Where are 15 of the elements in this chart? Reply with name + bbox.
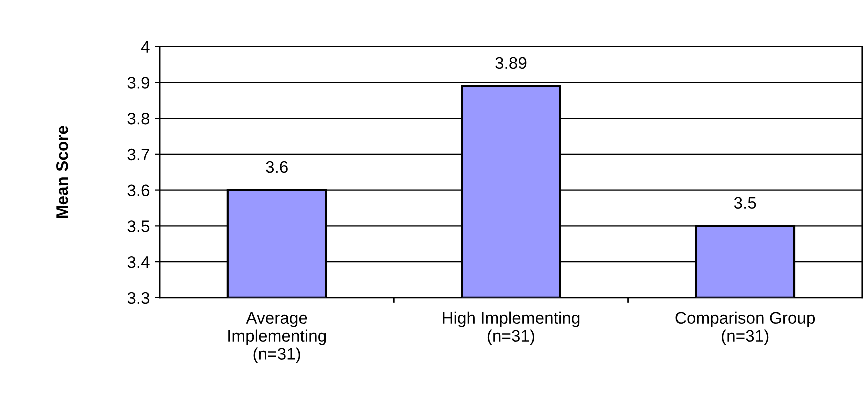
y-tick-label: 3.9	[128, 77, 150, 89]
y-tick-label: 3.4	[128, 256, 150, 268]
y-tick-label: 3.3	[128, 292, 150, 304]
y-tick-label: 3.5	[128, 220, 150, 232]
y-tick-label: 3.7	[128, 148, 150, 161]
y-tick-label: 3.6	[128, 184, 150, 197]
data-label: 3.5	[734, 197, 756, 209]
data-label: 3.89	[496, 57, 527, 70]
x-tick-label: Average Implementing (n=31)	[228, 312, 326, 364]
y-tick-label: 3.8	[128, 112, 150, 125]
y-axis-title: Mean Score	[56, 126, 68, 218]
data-label: 3.6	[266, 161, 288, 174]
x-tick-label: Comparison Group (n=31)	[676, 312, 816, 346]
x-tick-label: High Implementing (n=31)	[443, 312, 580, 346]
y-tick-label: 4	[141, 41, 150, 53]
